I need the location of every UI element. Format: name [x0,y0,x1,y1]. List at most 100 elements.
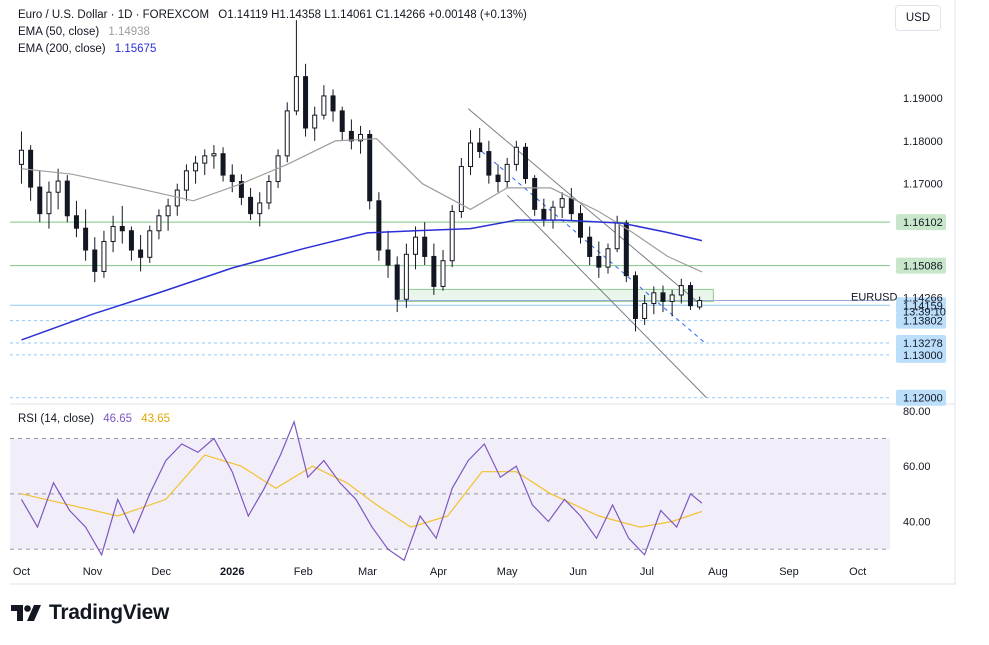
candle-body [431,255,437,287]
candle-body [330,95,336,112]
rsi-label: RSI (14, close) [18,413,95,425]
candle-body [678,285,684,296]
candle-body [92,249,98,272]
x-tick-label: Jun [569,566,587,578]
rsi-tick-label: 60.00 [903,461,931,473]
last-price-value: 1.14266 [903,293,943,305]
candle-body [147,230,153,258]
candle-body [339,110,345,132]
candle-body [18,149,24,165]
candlestick-series [18,20,703,332]
price-label-tag [896,214,946,231]
candle-body [37,186,43,215]
candle-body [559,198,565,208]
candle-body [73,215,79,229]
candle-body [596,255,602,268]
price-label-text: 1.16102 [903,217,943,229]
candle-body [687,285,693,307]
price-label-tag [896,297,946,314]
candle-body [165,205,171,217]
rsi-value: 46.65 [103,413,133,425]
channel-line [467,108,703,307]
price-label-text: 1.15086 [903,261,943,273]
ema200-label: EMA (200, close) [18,43,106,55]
candle-body [440,260,446,287]
ema200-value: 1.15675 [114,43,157,55]
candle-body [183,170,189,191]
candle-body [348,130,354,142]
x-tick-label: Nov [83,566,103,578]
tradingview-logo-icon [11,605,41,621]
price-label-text: 1.12000 [903,393,943,405]
candle-body [532,178,538,210]
ema-lines [21,138,703,341]
x-tick-label: Feb [294,566,313,578]
price-grid [10,0,956,585]
ema50-legend[interactable]: EMA (50, close) 1.14938 [18,26,150,38]
price-tick-label: 1.17000 [903,179,943,191]
ohlc-values: O1.14119 H1.14358 L1.14061 C1.14266 +0.0… [218,9,527,21]
x-tick-label: Apr [430,566,447,578]
candle-body [128,230,134,251]
x-tick-label: Jul [640,566,654,578]
price-label-tag [896,346,946,363]
price-label-text: 1.13802 [903,316,943,328]
rsi-legend[interactable]: RSI (14, close) 46.65 43.65 [18,413,170,425]
symbol-label: Euro / U.S. Dollar · 1D · FOREXCOM [18,9,210,21]
trend-channel [467,108,707,399]
candle-body [513,146,519,165]
rsi-tick-label: 80.00 [903,406,931,418]
tradingview-logo[interactable]: TradingView [11,601,169,625]
candle-body [321,95,327,116]
price-label-text: 1.13000 [903,350,943,362]
x-tick-label: Sep [779,566,799,578]
candle-body [119,225,125,232]
candle-body [376,200,382,251]
candle-body [541,208,547,221]
candle-body [403,253,409,300]
candle-body [55,180,61,193]
ema200-legend[interactable]: EMA (200, close) 1.15675 [18,43,156,55]
price-label-text: 1.14159 [903,300,943,312]
candle-body [110,225,116,242]
candle-body [642,303,648,320]
candle-body [394,264,400,300]
x-tick-label: 2026 [220,566,244,578]
x-tick-label: Aug [708,566,728,578]
candle-body [138,249,144,258]
candle-body [587,236,593,257]
rsi-ma-line [21,454,703,528]
candle-body [367,133,373,202]
candle-body [651,292,657,305]
channel-line [481,151,707,345]
candle-body [303,76,309,129]
currency-button[interactable]: USD [895,5,941,31]
candle-body [486,151,492,176]
candle-body [238,181,244,198]
candle-body [669,294,675,302]
axes: 1.19000 1.18000 1.17000 80.00 60.00 40.00 Oct N… [13,93,943,578]
candle-body [284,110,290,157]
candle-body [577,213,583,238]
price-label-tag [896,312,946,329]
ema50-line [21,138,703,273]
rsi-tick-label: 40.00 [903,517,931,529]
candle-body [660,292,666,302]
rsi-line [20,419,703,562]
candle-body [156,215,162,232]
candle-body [697,300,703,308]
candle-body [504,163,510,183]
chart-legend-title: Euro / U.S. Dollar · 1D · FOREXCOM O1.14… [18,9,527,21]
candle-body [458,166,464,212]
channel-line [506,194,707,399]
candle-body [477,142,483,153]
price-label-tag [896,389,946,406]
candle-body [229,174,235,183]
support-levels [10,221,890,399]
candle-body [614,222,620,250]
candle-body [83,227,89,251]
candle-body [568,198,574,215]
candle-body [550,206,556,221]
candle-body [46,191,52,215]
